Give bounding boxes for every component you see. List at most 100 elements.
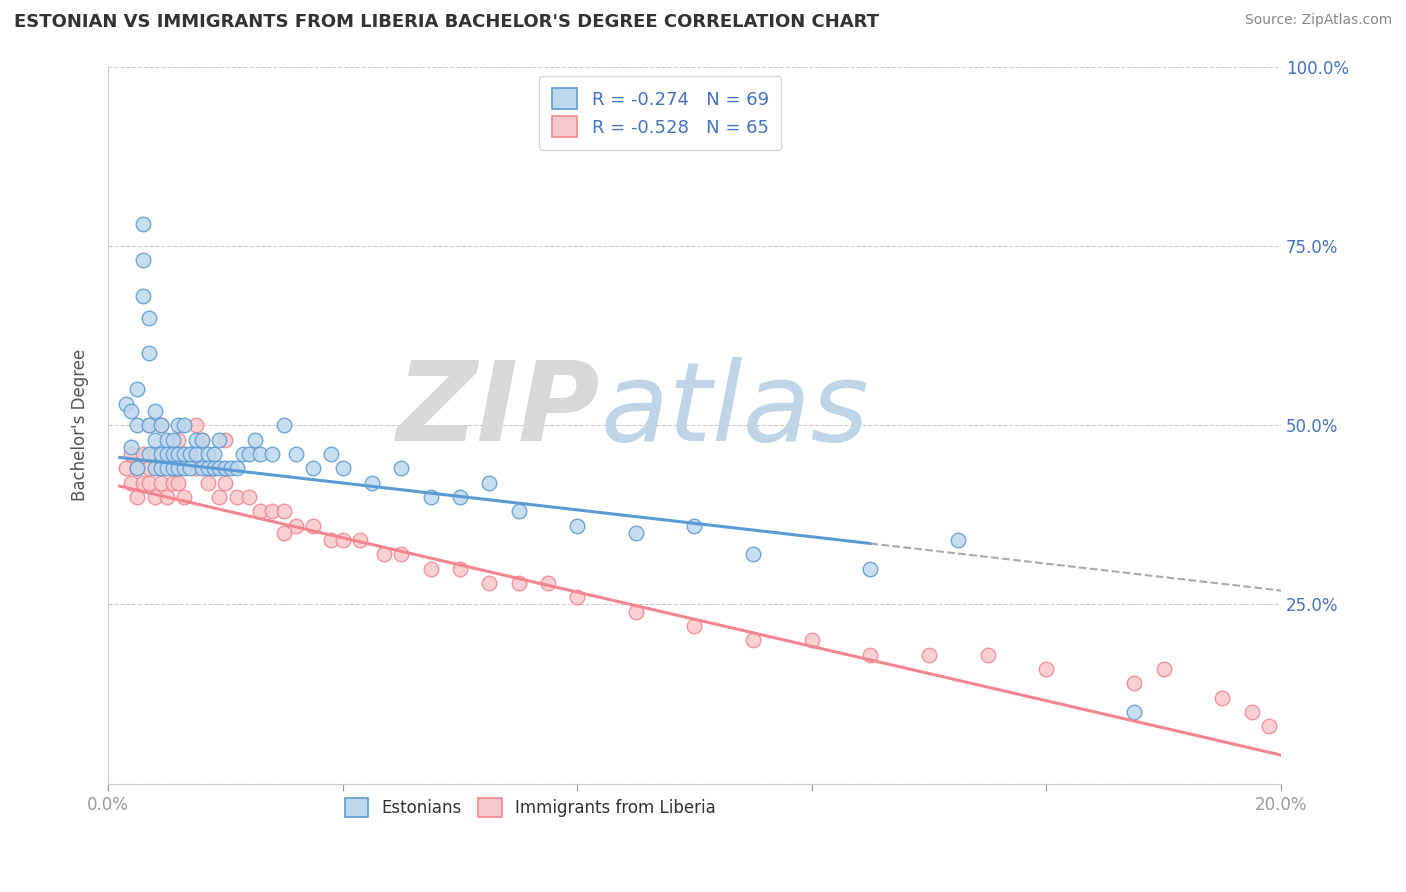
Point [232, 447, 254, 461]
Point [742, 547, 765, 561]
Point [302, 461, 325, 475]
Point [683, 518, 706, 533]
Point [332, 533, 354, 547]
Point [149, 475, 172, 490]
Text: ESTONIAN VS IMMIGRANTS FROM LIBERIA BACHELOR'S DEGREE CORRELATION CHART: ESTONIAN VS IMMIGRANTS FROM LIBERIA BACH… [14, 13, 879, 31]
Point [537, 576, 560, 591]
Point [273, 525, 295, 540]
Point [349, 533, 371, 547]
Point [149, 418, 172, 433]
Point [419, 561, 441, 575]
Point [948, 533, 970, 547]
Point [226, 461, 249, 475]
Point [226, 490, 249, 504]
Point [214, 475, 236, 490]
Point [173, 490, 195, 504]
Text: ZIP: ZIP [396, 358, 600, 465]
Point [149, 461, 172, 475]
Point [977, 648, 1000, 662]
Point [624, 605, 647, 619]
Point [127, 461, 149, 475]
Point [332, 461, 354, 475]
Point [478, 475, 501, 490]
Point [156, 490, 179, 504]
Point [149, 447, 172, 461]
Point [138, 418, 160, 433]
Point [184, 433, 207, 447]
Point [449, 490, 471, 504]
Point [127, 418, 149, 433]
Point [162, 461, 184, 475]
Point [138, 475, 160, 490]
Point [202, 461, 225, 475]
Point [114, 397, 136, 411]
Point [208, 490, 231, 504]
Point [197, 475, 219, 490]
Point [1240, 705, 1263, 719]
Point [173, 418, 195, 433]
Point [173, 461, 195, 475]
Point [138, 461, 160, 475]
Point [1123, 676, 1146, 690]
Point [191, 433, 214, 447]
Point [208, 433, 231, 447]
Point [162, 433, 184, 447]
Point [284, 518, 307, 533]
Point [419, 490, 441, 504]
Point [179, 461, 201, 475]
Point [127, 382, 149, 396]
Point [918, 648, 941, 662]
Point [173, 447, 195, 461]
Point [191, 461, 214, 475]
Point [273, 418, 295, 433]
Point [262, 447, 284, 461]
Point [184, 447, 207, 461]
Point [249, 504, 271, 518]
Point [302, 518, 325, 533]
Point [149, 418, 172, 433]
Point [120, 447, 142, 461]
Point [214, 461, 236, 475]
Point [361, 475, 384, 490]
Point [284, 447, 307, 461]
Point [167, 475, 190, 490]
Text: Source: ZipAtlas.com: Source: ZipAtlas.com [1244, 13, 1392, 28]
Point [683, 619, 706, 633]
Point [120, 475, 142, 490]
Point [1123, 705, 1146, 719]
Point [132, 253, 155, 268]
Point [127, 490, 149, 504]
Point [184, 461, 207, 475]
Point [167, 433, 190, 447]
Point [127, 461, 149, 475]
Point [508, 504, 530, 518]
Point [132, 447, 155, 461]
Point [1211, 690, 1233, 705]
Point [197, 461, 219, 475]
Point [208, 461, 231, 475]
Point [859, 561, 882, 575]
Point [167, 447, 190, 461]
Y-axis label: Bachelor's Degree: Bachelor's Degree [72, 349, 89, 501]
Point [120, 440, 142, 454]
Point [449, 561, 471, 575]
Point [143, 433, 166, 447]
Point [249, 447, 271, 461]
Point [567, 591, 589, 605]
Point [149, 461, 172, 475]
Point [1258, 719, 1281, 733]
Legend: Estonians, Immigrants from Liberia: Estonians, Immigrants from Liberia [336, 789, 724, 826]
Point [138, 447, 160, 461]
Point [143, 447, 166, 461]
Point [859, 648, 882, 662]
Point [143, 404, 166, 418]
Point [567, 518, 589, 533]
Point [624, 525, 647, 540]
Point [389, 547, 412, 561]
Point [156, 447, 179, 461]
Point [219, 461, 242, 475]
Point [1153, 662, 1175, 676]
Text: atlas: atlas [600, 358, 869, 465]
Point [238, 447, 260, 461]
Point [143, 490, 166, 504]
